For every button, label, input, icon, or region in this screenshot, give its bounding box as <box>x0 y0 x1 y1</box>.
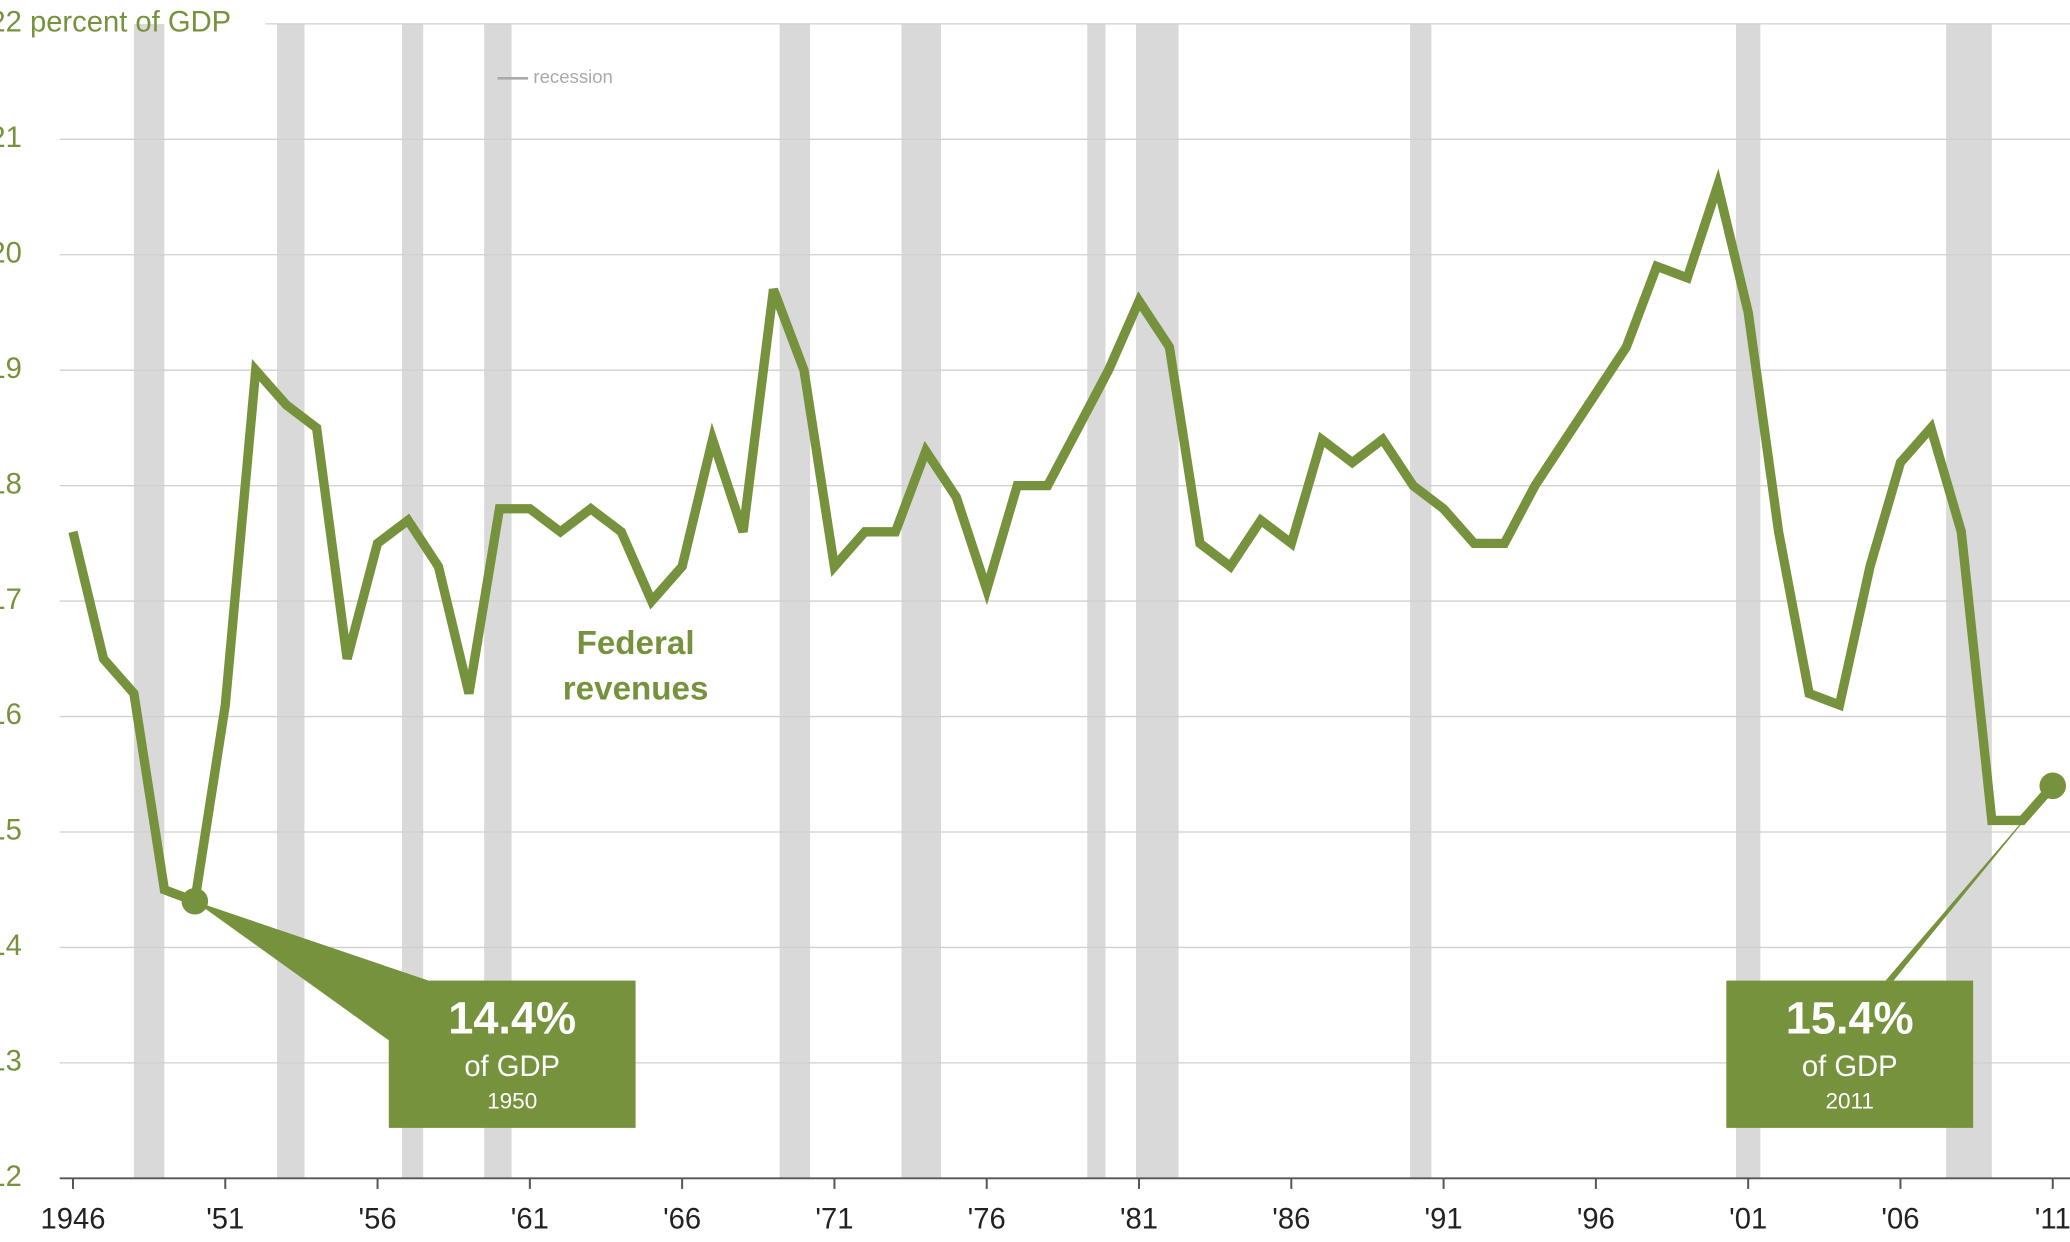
series-line <box>68 168 2057 908</box>
legend-label: recession <box>533 66 612 87</box>
y-tick-label: 19 <box>0 353 22 385</box>
x-tick-label: '66 <box>663 1203 701 1235</box>
y-tick-label: 20 <box>0 237 22 269</box>
callout-text: of GDP <box>464 1051 560 1083</box>
x-tick-label: '96 <box>1577 1203 1615 1235</box>
callout-value: 15.4% <box>1786 993 1914 1044</box>
callout-pointer <box>1885 785 2053 981</box>
y-tick-label: 17 <box>0 584 22 616</box>
y-tick-label: 18 <box>0 468 22 500</box>
x-tick-label: '51 <box>206 1203 244 1235</box>
callout-box <box>388 980 636 1128</box>
x-tick-label: '71 <box>815 1203 853 1235</box>
x-tick-label: '01 <box>1729 1203 1767 1235</box>
y-tick-label: 22 percent of GDP <box>0 7 231 39</box>
y-tick-label: 15 <box>0 815 22 847</box>
series-label-line: revenues <box>563 670 709 707</box>
x-tick-label: '86 <box>1272 1203 1310 1235</box>
plot: recession 12 13 14 15 16 17 18 19 20 21 22 percent … <box>0 7 2070 1235</box>
y-tick-label: 13 <box>0 1046 22 1078</box>
y-tick-label: 16 <box>0 699 22 731</box>
x-tick-label: 1946 <box>41 1203 106 1235</box>
x-tick-label: '56 <box>359 1203 397 1235</box>
callout-text: of GDP <box>1802 1051 1898 1083</box>
x-tick-label: '11 <box>2035 1203 2070 1235</box>
callout-dot <box>181 887 209 915</box>
x-tick-label: '91 <box>1425 1203 1463 1235</box>
y-tick-label: 12 <box>0 1161 22 1193</box>
x-tick-label: '61 <box>511 1203 549 1235</box>
grid <box>59 23 2070 1064</box>
x-tick-label: '81 <box>1120 1203 1158 1235</box>
callout-dot <box>2039 772 2067 800</box>
callout-pointer <box>194 901 429 1041</box>
callout-value: 14.4% <box>448 993 576 1044</box>
y-tick-label: 21 <box>0 122 22 154</box>
series-label-line: Federal <box>577 625 695 662</box>
x-tick-label: '06 <box>1881 1203 1919 1235</box>
series-label: Federal revenues <box>563 625 709 707</box>
y-tick-label: 14 <box>0 930 22 962</box>
x-tick-label: '76 <box>968 1203 1006 1235</box>
callout-box <box>1726 980 1974 1128</box>
callout-year: 2011 <box>1825 1089 1874 1114</box>
callout-year: 1950 <box>487 1089 537 1114</box>
